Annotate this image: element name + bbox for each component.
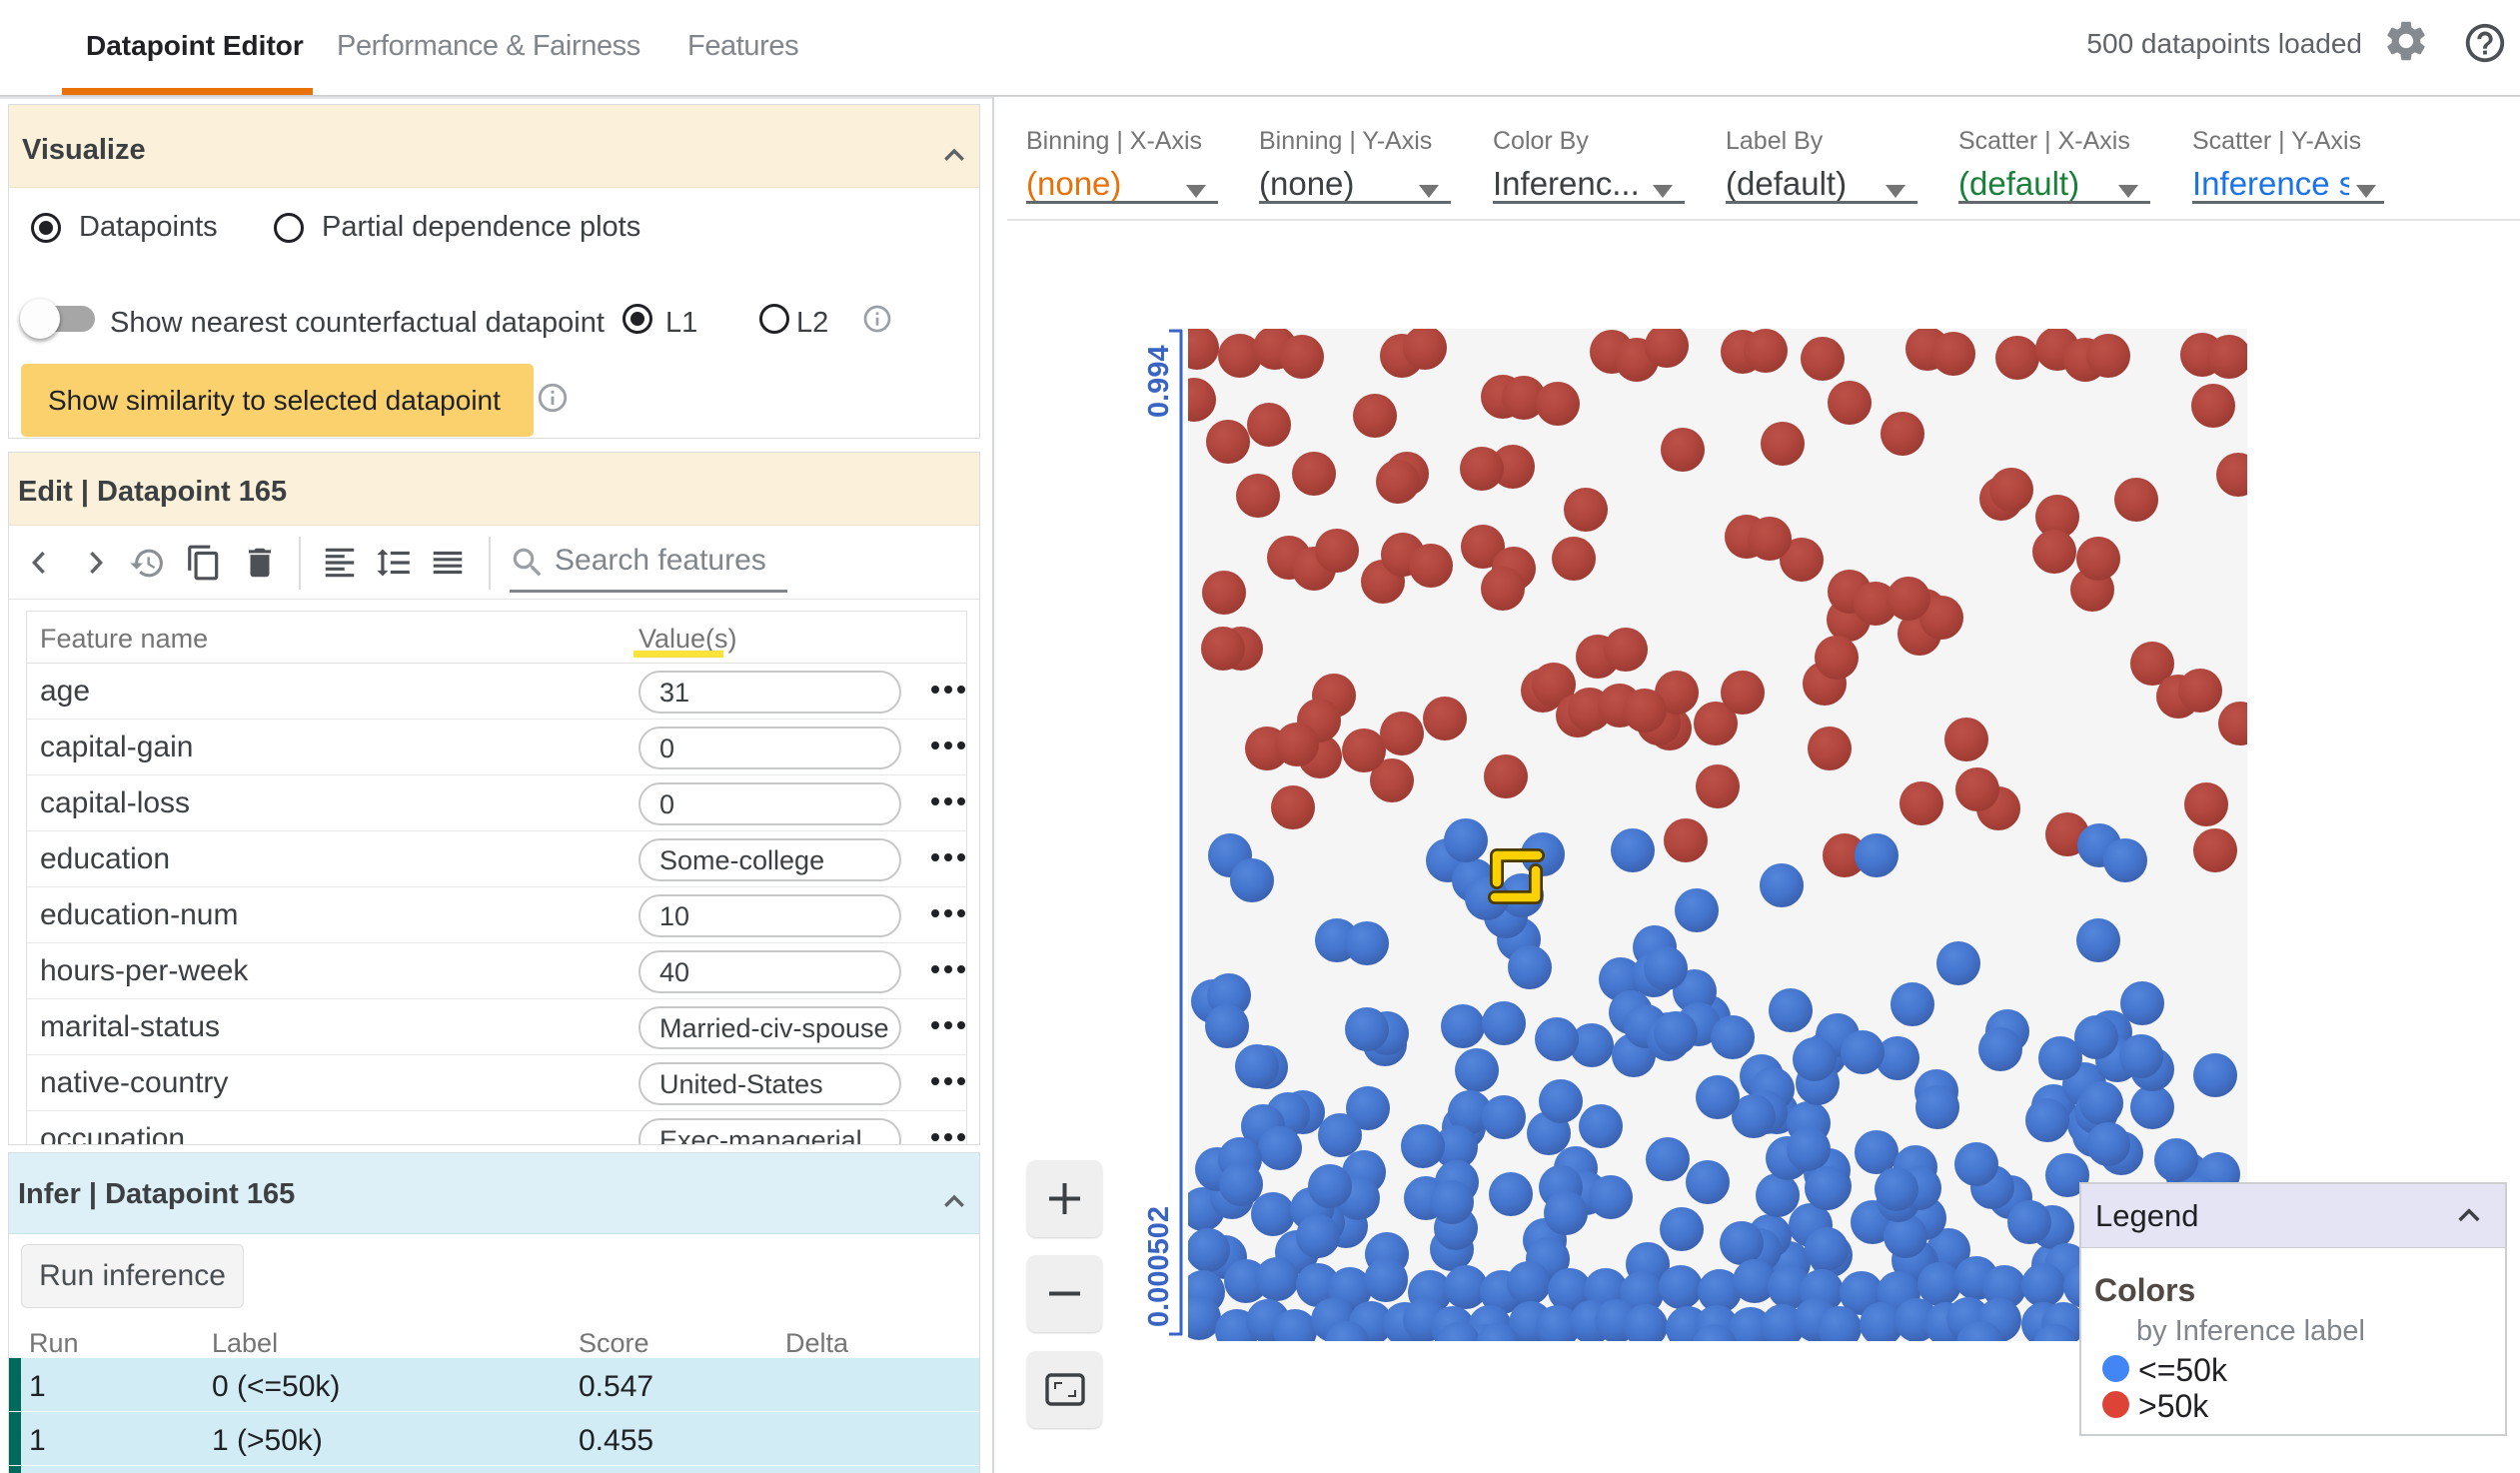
svg-text:0.994: 0.994: [1143, 345, 1175, 418]
svg-text:0.000502: 0.000502: [1143, 1206, 1175, 1327]
